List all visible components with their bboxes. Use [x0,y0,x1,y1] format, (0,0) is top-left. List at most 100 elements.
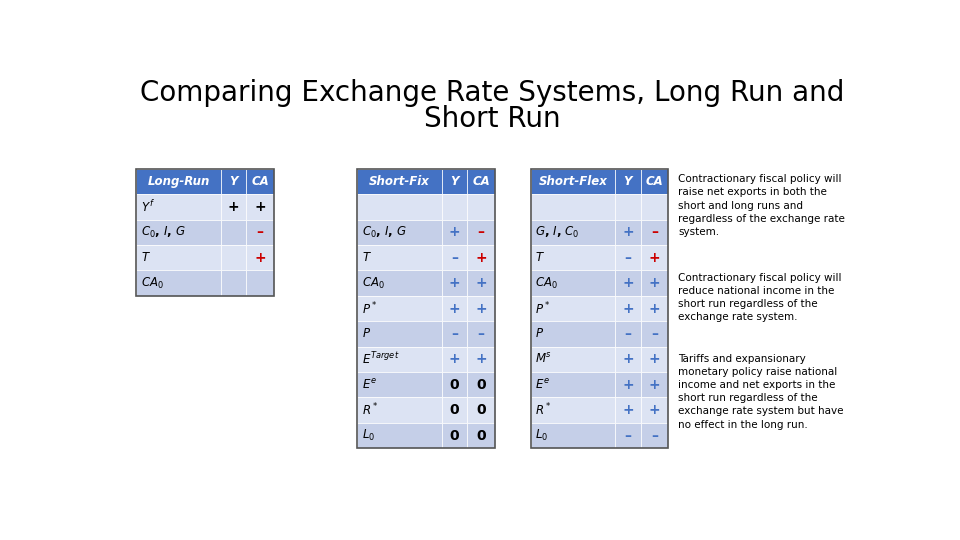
Text: Y: Y [450,175,459,188]
Bar [357,194,442,220]
Text: $P^*$: $P^*$ [535,300,551,317]
Bar [468,347,495,372]
Bar [640,220,668,245]
Text: $T$: $T$ [362,251,372,264]
Bar [442,245,468,271]
Bar [468,245,495,271]
Bar [442,168,468,194]
Bar [615,220,640,245]
Text: 0: 0 [476,403,486,417]
Bar [640,296,668,321]
Text: +: + [449,301,461,315]
Bar [442,347,468,372]
Text: +: + [649,352,660,366]
Text: +: + [622,276,634,290]
Bar [357,168,495,448]
Bar [357,296,442,321]
Text: $Y^f$: $Y^f$ [141,199,155,215]
Text: +: + [622,352,634,366]
Bar [615,397,640,423]
Text: +: + [449,276,461,290]
Text: –: – [451,327,458,341]
Bar [468,397,495,423]
Text: Y: Y [229,175,238,188]
Text: $L_0$: $L_0$ [535,428,548,443]
Text: Short Run: Short Run [423,105,561,133]
Bar [247,271,275,296]
Bar [357,245,442,271]
Text: –: – [478,225,485,239]
Bar [357,168,442,194]
Bar [531,168,615,194]
Text: +: + [254,200,266,214]
Text: –: – [478,327,485,341]
Text: –: – [651,429,658,443]
Bar [468,321,495,347]
Text: 0: 0 [450,403,460,417]
Bar [531,271,615,296]
Text: $T$: $T$ [535,251,545,264]
Bar [468,271,495,296]
Text: –: – [624,327,632,341]
Bar [136,220,221,245]
Bar [357,423,442,448]
Bar [357,220,442,245]
Bar [221,194,247,220]
Bar [615,372,640,397]
Text: +: + [649,301,660,315]
Text: Comparing Exchange Rate Systems, Long Run and: Comparing Exchange Rate Systems, Long Ru… [140,79,844,107]
Bar [468,220,495,245]
Bar [531,347,615,372]
Text: 0: 0 [476,378,486,392]
Bar [136,168,221,194]
Text: +: + [622,403,634,417]
Bar [531,245,615,271]
Text: 0: 0 [476,429,486,443]
Text: +: + [475,251,487,265]
Bar [640,194,668,220]
Text: $P$: $P$ [362,327,371,340]
Text: Long-Run: Long-Run [148,175,210,188]
Text: +: + [449,352,461,366]
Text: Tariffs and expansionary
monetary policy raise national
income and net exports i: Tariffs and expansionary monetary policy… [679,354,844,429]
Bar [531,296,615,321]
Bar [615,271,640,296]
Text: Short-Flex: Short-Flex [539,175,608,188]
Text: CA: CA [645,175,663,188]
Bar [442,194,468,220]
Text: $E^e$: $E^e$ [535,378,550,392]
Text: $E^{Target}$: $E^{Target}$ [362,351,399,368]
Bar [247,220,275,245]
Bar [640,321,668,347]
Bar [615,321,640,347]
Bar [442,296,468,321]
Bar [615,168,640,194]
Text: +: + [449,225,461,239]
Text: +: + [228,200,239,214]
Bar [531,372,615,397]
Bar [468,372,495,397]
Text: Contractionary fiscal policy will
reduce national income in the
short run regard: Contractionary fiscal policy will reduce… [679,273,842,322]
Text: +: + [649,403,660,417]
Text: Short-Fix: Short-Fix [370,175,430,188]
Text: $C_0$, $I$, $G$: $C_0$, $I$, $G$ [141,225,185,240]
Bar [615,194,640,220]
Text: –: – [624,251,632,265]
Text: $P^*$: $P^*$ [362,300,377,317]
Bar [615,296,640,321]
Bar [357,347,442,372]
Bar [442,271,468,296]
Text: +: + [649,276,660,290]
Text: 0: 0 [450,429,460,443]
Text: +: + [475,301,487,315]
Text: $L_0$: $L_0$ [362,428,375,443]
Bar [615,423,640,448]
Text: CA: CA [472,175,491,188]
Bar [221,168,247,194]
Text: –: – [624,429,632,443]
Bar [640,397,668,423]
Bar [442,372,468,397]
Text: –: – [651,327,658,341]
Bar [640,423,668,448]
Bar [531,220,615,245]
